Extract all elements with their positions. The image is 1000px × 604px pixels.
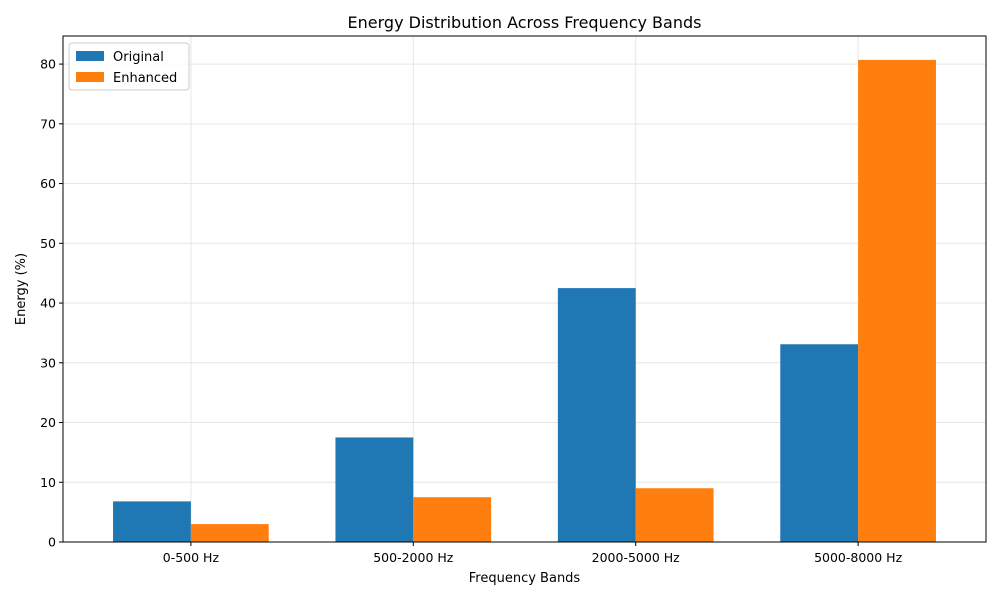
legend-swatch-original xyxy=(76,51,104,61)
y-tick-label: 70 xyxy=(40,116,56,131)
legend: Original Enhanced xyxy=(68,42,190,91)
y-tick-label: 40 xyxy=(40,296,56,311)
bar-original-1 xyxy=(335,437,414,542)
bar-enhanced-0 xyxy=(190,524,269,542)
y-tick-label: 0 xyxy=(48,535,56,550)
y-tick-label: 10 xyxy=(40,475,56,490)
x-tick-label: 5000-8000 Hz xyxy=(814,550,903,565)
legend-label-enhanced: Enhanced xyxy=(113,71,177,86)
bar-original-2 xyxy=(557,288,636,542)
x-tick-label: 0-500 Hz xyxy=(163,550,220,565)
bar-enhanced-3 xyxy=(858,59,936,542)
y-axis-label: Energy (%) xyxy=(14,253,29,325)
y-tick-label: 30 xyxy=(40,355,56,370)
bar-enhanced-1 xyxy=(413,497,492,542)
x-tick-label: 500-2000 Hz xyxy=(373,550,454,565)
x-tick-label: 2000-5000 Hz xyxy=(592,550,681,565)
x-axis-label: Frequency Bands xyxy=(469,571,581,586)
bar-enhanced-2 xyxy=(635,488,714,542)
legend-swatch-enhanced xyxy=(76,72,104,82)
y-tick-label: 50 xyxy=(40,236,56,251)
legend-label-original: Original xyxy=(113,50,164,65)
ticks-layer: 0 10 20 30 40 50 60 70 80 0-500 Hz 500-2000 Hz 2000… xyxy=(40,57,902,565)
y-tick-label: 80 xyxy=(40,57,56,72)
y-tick-label: 60 xyxy=(40,176,56,191)
bars-layer xyxy=(113,59,936,542)
chart-title: Energy Distribution Across Frequency Ban… xyxy=(348,13,702,32)
plot-frame xyxy=(62,35,987,543)
bar-original-3 xyxy=(780,344,859,542)
y-tick-label: 20 xyxy=(40,415,56,430)
bar-original-0 xyxy=(113,501,191,542)
